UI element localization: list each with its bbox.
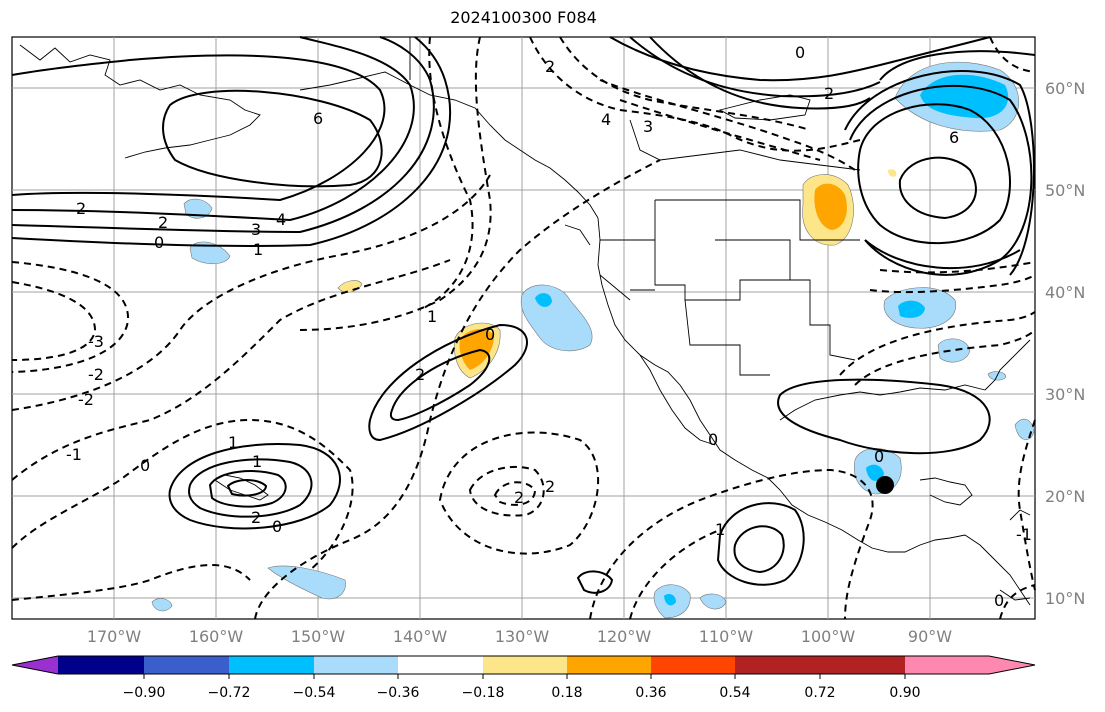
shaded-anomalies	[151, 61, 1035, 619]
colorbar-segment	[567, 656, 651, 674]
contour-label: 1	[253, 240, 263, 259]
lon-label: 170°W	[87, 627, 142, 646]
colorbar-tick-label: −0.72	[208, 685, 251, 701]
contour-label: 2	[251, 508, 261, 527]
colorbar-tick-label: 0.36	[635, 685, 666, 701]
contour-label: 0	[272, 517, 282, 536]
contour-label: 0	[708, 430, 718, 449]
colorbar-extend-left	[12, 656, 58, 674]
colorbar-segment	[314, 656, 398, 674]
map-title: 2024100300 F084	[450, 8, 597, 27]
contour-label: 0	[154, 233, 164, 252]
colorbar-ticks	[143, 674, 906, 679]
lon-label: 100°W	[801, 627, 856, 646]
colorbar: −0.90 −0.72 −0.54 −0.36 −0.18 0.18 0.36 …	[11, 655, 1036, 701]
contour-label: 2	[415, 365, 425, 384]
lon-label: 120°W	[597, 627, 652, 646]
coastlines	[19, 37, 1031, 606]
contour-label: 1	[427, 307, 437, 326]
colorbar-tick-label: −0.90	[123, 685, 166, 701]
contour-labels: 6 4 3 2 2 1 0 -3 -2 -2 -1 1 0 1 2 2 1 0 …	[66, 43, 1032, 610]
colorbar-tick-label: −0.54	[293, 685, 336, 701]
contour-label: 6	[313, 109, 323, 128]
lat-label: 60°N	[1045, 79, 1085, 98]
colorbar-segment	[229, 656, 314, 674]
lon-label: 150°W	[291, 627, 346, 646]
contour-label: -2	[88, 365, 104, 384]
colorbar-segment	[483, 656, 567, 674]
contour-label: -2	[78, 390, 94, 409]
contour-label: 0	[140, 456, 150, 475]
contour-label: 0	[485, 325, 495, 344]
colorbar-segment	[905, 656, 989, 674]
contour-label: 0	[874, 447, 884, 466]
contours-negative	[11, 36, 1036, 620]
colorbar-tick-label: 0.18	[551, 685, 582, 701]
colorbar-outline	[11, 655, 1036, 675]
lat-axis-labels: 60°N 50°N 40°N 30°N 20°N 10°N	[1045, 79, 1085, 608]
contour-label: 1	[715, 520, 725, 539]
lat-label: 40°N	[1045, 283, 1085, 302]
lon-label: 140°W	[393, 627, 448, 646]
contour-label: -3	[88, 332, 104, 351]
contour-label: 4	[601, 110, 611, 129]
colorbar-tick-label: 0.90	[889, 685, 920, 701]
colorbar-segment	[58, 656, 144, 674]
colorbar-tick-label: −0.36	[377, 685, 420, 701]
map-frame	[11, 36, 1036, 620]
lat-label: 50°N	[1045, 181, 1085, 200]
contour-label: 0	[795, 43, 805, 62]
colorbar-segment	[820, 656, 905, 674]
lon-label: 160°W	[189, 627, 244, 646]
graticule	[12, 37, 1035, 619]
contour-label: 1	[252, 452, 262, 471]
storm-marker-dot	[876, 476, 894, 494]
contour-label: 2	[545, 477, 555, 496]
colorbar-segment	[651, 656, 735, 674]
contour-label: 0	[994, 591, 1004, 610]
lon-label: 130°W	[495, 627, 550, 646]
colorbar-segment	[735, 656, 820, 674]
colorbar-segment	[144, 656, 229, 674]
lat-label: 20°N	[1045, 487, 1085, 506]
lat-label: 30°N	[1045, 385, 1085, 404]
lon-axis-labels: 170°W 160°W 150°W 140°W 130°W 120°W 110°…	[87, 627, 952, 646]
contour-label: 2	[545, 57, 555, 76]
contour-label: 2	[158, 213, 168, 232]
colorbar-tick-label: 0.54	[719, 685, 750, 701]
contour-label: -1	[66, 445, 82, 464]
contour-label: 3	[643, 117, 653, 136]
lat-label: 10°N	[1045, 589, 1085, 608]
contour-label: 2	[514, 488, 524, 507]
contour-label: 2	[824, 84, 834, 103]
contour-label: 4	[276, 210, 286, 229]
lon-label: 110°W	[699, 627, 754, 646]
contour-label: 6	[949, 128, 959, 147]
lon-label: 90°W	[908, 627, 952, 646]
contour-label: 3	[251, 220, 261, 239]
contour-label: 2	[76, 199, 86, 218]
contours-positive	[11, 36, 1036, 594]
colorbar-tick-label: 0.72	[804, 685, 835, 701]
contour-label: -1	[1016, 525, 1032, 544]
contour-label: 1	[228, 433, 238, 452]
colorbar-tick-label: −0.18	[462, 685, 505, 701]
colorbar-segment	[398, 656, 483, 674]
